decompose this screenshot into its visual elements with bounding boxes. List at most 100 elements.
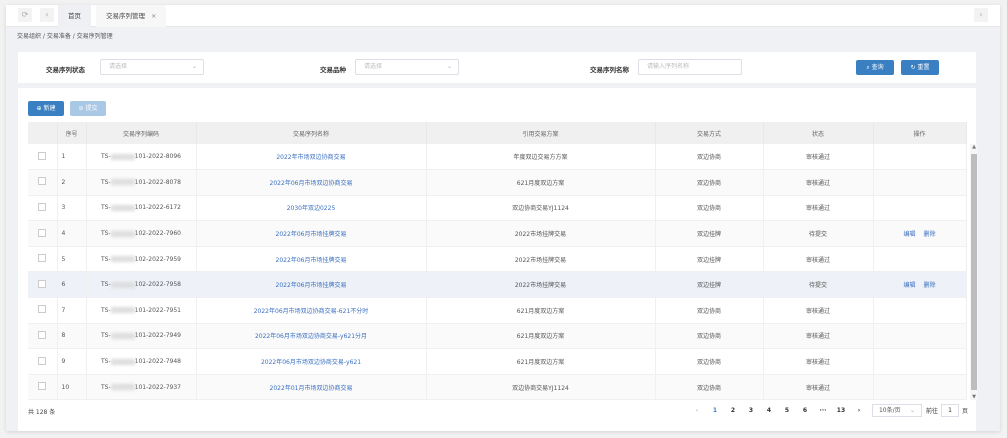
sequence-name-link[interactable]: 2022年01月市场双边协商交易 bbox=[269, 384, 353, 392]
code-suffix: 102-2022-7959 bbox=[134, 255, 181, 263]
sequence-name-cell: 2022年06月市场双边协商交易 bbox=[196, 169, 427, 196]
page-button[interactable]: 1 bbox=[712, 407, 718, 414]
row-checkbox[interactable] bbox=[38, 356, 47, 365]
name-input[interactable]: 请输入序列名称 bbox=[638, 59, 742, 75]
table-row[interactable]: 7 TS- 101-2022-7951 2022年06月市场双边协商交易-621不分时… bbox=[28, 297, 967, 324]
reset-button[interactable]: ↻ 重置 bbox=[901, 60, 939, 75]
submit-label: 提交 bbox=[85, 105, 98, 112]
goto-page-input[interactable]: 1 bbox=[940, 404, 959, 417]
sequence-code: TS- 101-2022-7949 bbox=[86, 323, 197, 350]
status: 待提交 bbox=[763, 271, 874, 299]
sequence-name-link[interactable]: 2022年06月市场挂牌交易 bbox=[275, 282, 347, 290]
delete-link[interactable]: 删除 bbox=[923, 231, 936, 239]
prev-page-icon[interactable]: ‹ bbox=[695, 407, 699, 414]
code-prefix: TS- bbox=[101, 178, 111, 186]
page-button[interactable]: 5 bbox=[784, 407, 790, 414]
scrollbar-thumb[interactable] bbox=[971, 154, 977, 390]
chevron-left-icon[interactable]: ‹ bbox=[40, 8, 54, 22]
row-checkbox[interactable] bbox=[38, 330, 47, 339]
row-checkbox[interactable] bbox=[38, 202, 47, 211]
edit-link[interactable]: 编辑 bbox=[903, 282, 916, 290]
variety-label: 交易品种 bbox=[320, 66, 346, 74]
table-row[interactable]: 3 TS- 101-2022-6172 2030年双边0225 双边协商交易YJ1124… bbox=[28, 195, 967, 222]
row-checkbox[interactable] bbox=[38, 151, 47, 160]
row-checkbox-cell bbox=[28, 169, 58, 196]
query-button[interactable]: ⌕ 查询 bbox=[856, 60, 894, 75]
sequence-table: 序号 交易序列编码 交易序列名称 引用交易方案 交易方式 状态 操作 1 TS- 101-202… bbox=[28, 122, 967, 401]
variety-select[interactable]: 请选择 ⌄ bbox=[355, 59, 459, 75]
table-row[interactable]: 1 TS- 101-2022-8096 2022年市场双边协商交易 年度双边交易方方案双… bbox=[28, 144, 967, 171]
tab-label: 首页 bbox=[68, 12, 81, 20]
close-icon[interactable]: × bbox=[151, 12, 157, 20]
table-row[interactable]: 8 TS- 101-2022-7949 2022年06月市场双边协商交易-y621分月… bbox=[28, 323, 967, 350]
page-button[interactable]: 6 bbox=[802, 407, 808, 414]
scroll-down-icon[interactable]: ▼ bbox=[972, 394, 976, 400]
row-checkbox[interactable] bbox=[38, 279, 47, 288]
next-page-icon[interactable]: › bbox=[857, 407, 861, 414]
row-checkbox[interactable] bbox=[38, 177, 47, 186]
page-button[interactable]: 4 bbox=[766, 407, 772, 414]
tab-home[interactable]: 首页 bbox=[58, 5, 91, 27]
plan: 2022市场挂牌交易 bbox=[426, 220, 656, 247]
plan: 621月度双边方案 bbox=[426, 348, 656, 375]
masked-code-segment bbox=[110, 281, 135, 288]
masked-code-segment bbox=[110, 179, 135, 186]
operations bbox=[873, 297, 967, 324]
new-button[interactable]: ⊕ 新建 bbox=[28, 101, 64, 116]
plan: 621月度双边方案 bbox=[426, 169, 656, 196]
page-button[interactable]: 3 bbox=[748, 407, 754, 414]
page-button[interactable]: 2 bbox=[730, 407, 736, 414]
column-header: 交易序列名称 bbox=[196, 122, 427, 144]
trade-mode: 双边挂牌 bbox=[655, 246, 764, 273]
sequence-code: TS- 101-2022-7948 bbox=[86, 348, 197, 375]
operations bbox=[873, 144, 967, 171]
filter-panel: 交易序列状态 请选择 ⌄ 交易品种 请选择 ⌄ 交易序列名称 请输入序列名称 ⌕ 查… bbox=[18, 52, 976, 83]
table-row[interactable]: 6 TS- 102-2022-7958 2022年06月市场挂牌交易 2022市场挂牌交… bbox=[28, 271, 967, 299]
row-checkbox-cell bbox=[28, 246, 58, 273]
row-checkbox[interactable] bbox=[38, 254, 47, 263]
operations bbox=[873, 374, 967, 401]
table-row[interactable]: 10 TS- 101-2022-7937 2022年01月市场双边协商交易 双边协商交易… bbox=[28, 374, 967, 401]
sequence-name-link[interactable]: 2022年06月市场挂牌交易 bbox=[275, 256, 347, 264]
sequence-name-link[interactable]: 2022年06月市场双边协商交易-y621分月 bbox=[254, 333, 368, 341]
scroll-up-icon[interactable]: ▲ bbox=[972, 144, 976, 150]
table-row[interactable]: 5 TS- 102-2022-7959 2022年06月市场挂牌交易 2022市场挂牌交… bbox=[28, 246, 967, 273]
scrollbar[interactable]: ▲ ▼ bbox=[970, 144, 978, 400]
code-prefix: TS- bbox=[101, 204, 111, 212]
sequence-name-link[interactable]: 2030年双边0225 bbox=[286, 205, 336, 213]
submit-button[interactable]: ⊘ 提交 bbox=[70, 101, 106, 116]
sequence-code: TS- 101-2022-6172 bbox=[86, 195, 197, 222]
row-checkbox[interactable] bbox=[38, 382, 47, 391]
code-suffix: 101-2022-6172 bbox=[134, 204, 181, 212]
select-all-header bbox=[28, 122, 58, 144]
page-button[interactable]: 13 bbox=[836, 407, 846, 414]
table-row[interactable]: 9 TS- 101-2022-7948 2022年06月市场双边协商交易-y621 62… bbox=[28, 348, 967, 375]
page-size-select[interactable]: 10条/页 ⌄ bbox=[871, 404, 922, 417]
code-prefix: TS- bbox=[101, 255, 111, 263]
total-count: 共 128 条 bbox=[28, 409, 56, 416]
table-row[interactable]: 4 TS- 102-2022-7960 2022年06月市场挂牌交易 2022市场挂牌交… bbox=[28, 220, 967, 247]
refresh-icon[interactable]: ⟳ bbox=[18, 8, 32, 22]
status-select[interactable]: 请选择 ⌄ bbox=[100, 59, 204, 75]
row-number: 3 bbox=[57, 195, 87, 222]
sequence-name-link[interactable]: 2022年06月市场挂牌交易 bbox=[275, 231, 347, 239]
plan: 双边协商交易YJ1124 bbox=[426, 374, 656, 401]
edit-link[interactable]: 编辑 bbox=[903, 231, 916, 239]
code-prefix: TS- bbox=[101, 332, 111, 340]
row-checkbox[interactable] bbox=[38, 228, 47, 237]
code-suffix: 101-2022-7937 bbox=[134, 383, 181, 391]
trade-mode: 双边协商 bbox=[655, 169, 764, 196]
chevron-right-icon[interactable]: › bbox=[974, 8, 988, 22]
tab-sequence-management[interactable]: 交易序列管理 × bbox=[96, 5, 167, 27]
sequence-name-link[interactable]: 2022年市场双边协商交易 bbox=[276, 154, 346, 162]
sequence-name-link[interactable]: 2022年06月市场双边协商交易 bbox=[269, 179, 353, 187]
status: 审核通过 bbox=[763, 348, 874, 375]
masked-code-segment bbox=[110, 358, 135, 365]
row-checkbox[interactable] bbox=[38, 305, 47, 314]
table-row[interactable]: 2 TS- 101-2022-8078 2022年06月市场双边协商交易 621月度双边… bbox=[28, 169, 967, 196]
delete-link[interactable]: 删除 bbox=[923, 282, 936, 290]
row-number: 8 bbox=[57, 323, 87, 350]
sequence-name-link[interactable]: 2022年06月市场双边协商交易-621不分时 bbox=[253, 307, 369, 315]
sequence-name-link[interactable]: 2022年06月市场双边协商交易-y621 bbox=[260, 359, 362, 367]
page-button[interactable]: ··· bbox=[819, 407, 827, 414]
